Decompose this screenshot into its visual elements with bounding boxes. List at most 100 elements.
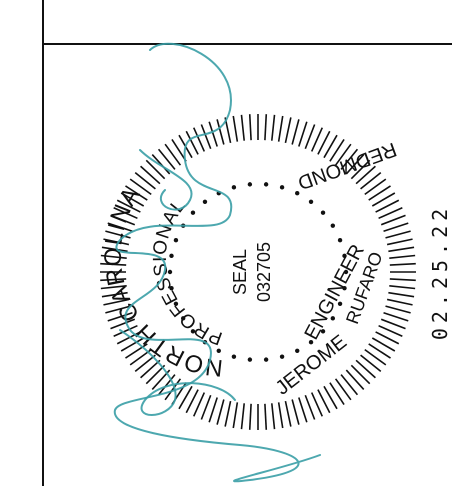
rim-tick [110,318,136,330]
signature-flourish-icon [119,149,236,416]
rim-tick [107,222,133,232]
rim-tick [334,143,352,166]
rim-tick [101,246,128,253]
rim-tick [364,348,387,366]
rim-tick [388,246,415,253]
rim-tick [107,312,133,322]
seal-dot [202,199,208,204]
rim-tick [134,171,156,190]
rim-tick [200,394,212,420]
rim-tick [171,139,187,162]
rim-tick [386,238,413,246]
rim-tick [178,385,193,410]
seal-label: SEAL [230,249,250,295]
rim-tick [304,124,316,150]
rim-tick [232,115,239,142]
rim-tick [291,399,300,425]
rim-tick [232,402,239,429]
rim-tick [134,354,156,373]
rim-tick [264,403,268,430]
seal-dot [295,348,300,353]
rim-tick [145,364,166,385]
rim-tick [208,121,218,147]
rim-tick [375,331,400,345]
rim-tick [340,148,359,170]
seal-name-last: REDMOND [295,138,400,194]
rim-tick [329,139,345,162]
rim-tick [389,254,416,259]
rim-tick [380,214,406,226]
seal-dot [337,238,343,243]
seal-dot [231,354,237,359]
rim-tick [310,392,323,417]
seal-rim [100,114,416,430]
rim-tick [116,331,141,345]
rim-tick [383,222,409,232]
rim-tick [224,400,232,427]
rim-tick [105,230,131,239]
rim-tick [355,165,376,185]
seal-dot [320,329,326,334]
rim-tick [120,337,145,352]
rim-tick [298,397,308,423]
rim-tick [350,364,371,385]
rim-tick [264,114,268,141]
rim-tick [200,124,212,150]
rim-tick [380,318,406,330]
rim-tick [157,374,176,396]
seal-dot [231,185,237,190]
rim-tick [271,114,276,141]
rim-tick [216,119,225,145]
rim-tick [350,159,371,180]
rim-tick [284,400,292,427]
date-stamp: 02.25.22 [428,204,452,340]
rim-tick [323,134,338,159]
rim-tick [193,127,206,152]
rim-tick [360,171,382,190]
rim-tick [120,192,145,207]
seal-dot [279,185,285,190]
rim-tick [386,298,413,306]
rim-tick [129,178,152,196]
rim-tick [375,199,400,213]
signature-icon [113,42,321,483]
svg-text:REDMOND: REDMOND [295,138,400,194]
rim-tick [277,115,284,142]
rim-tick [248,114,252,141]
rim-tick [383,312,409,322]
seal-dot [247,182,253,187]
seal-number: 032705 [254,242,274,302]
seal-dot [216,348,221,353]
seal-dot [330,223,336,228]
rim-tick [317,389,331,414]
seal-dot [342,285,347,291]
rim-tick [125,343,148,359]
rim-tick [248,403,252,430]
date-text: 02.25.22 [428,203,452,341]
rim-tick [271,403,276,430]
top-border-line [42,43,452,45]
rim-tick [310,127,323,152]
rim-tick [185,130,199,155]
seal-dot [190,210,196,215]
rim-tick [323,385,338,410]
seal-dot [173,301,179,306]
rim-tick [208,397,218,423]
rim-tick [388,291,415,298]
rim-tick [389,285,416,290]
rim-tick [145,159,166,180]
rim-tick [389,262,416,266]
rim-tick [389,278,416,282]
seal-dot [247,357,253,362]
seal-dot [173,238,179,243]
rim-tick [355,359,376,379]
rim-tick [103,238,130,246]
rim-tick [100,285,127,290]
rim-tick [371,192,396,207]
rim-tick [113,207,138,220]
seal-dot [263,357,269,362]
rim-tick [164,143,182,166]
rim-tick [125,185,148,201]
